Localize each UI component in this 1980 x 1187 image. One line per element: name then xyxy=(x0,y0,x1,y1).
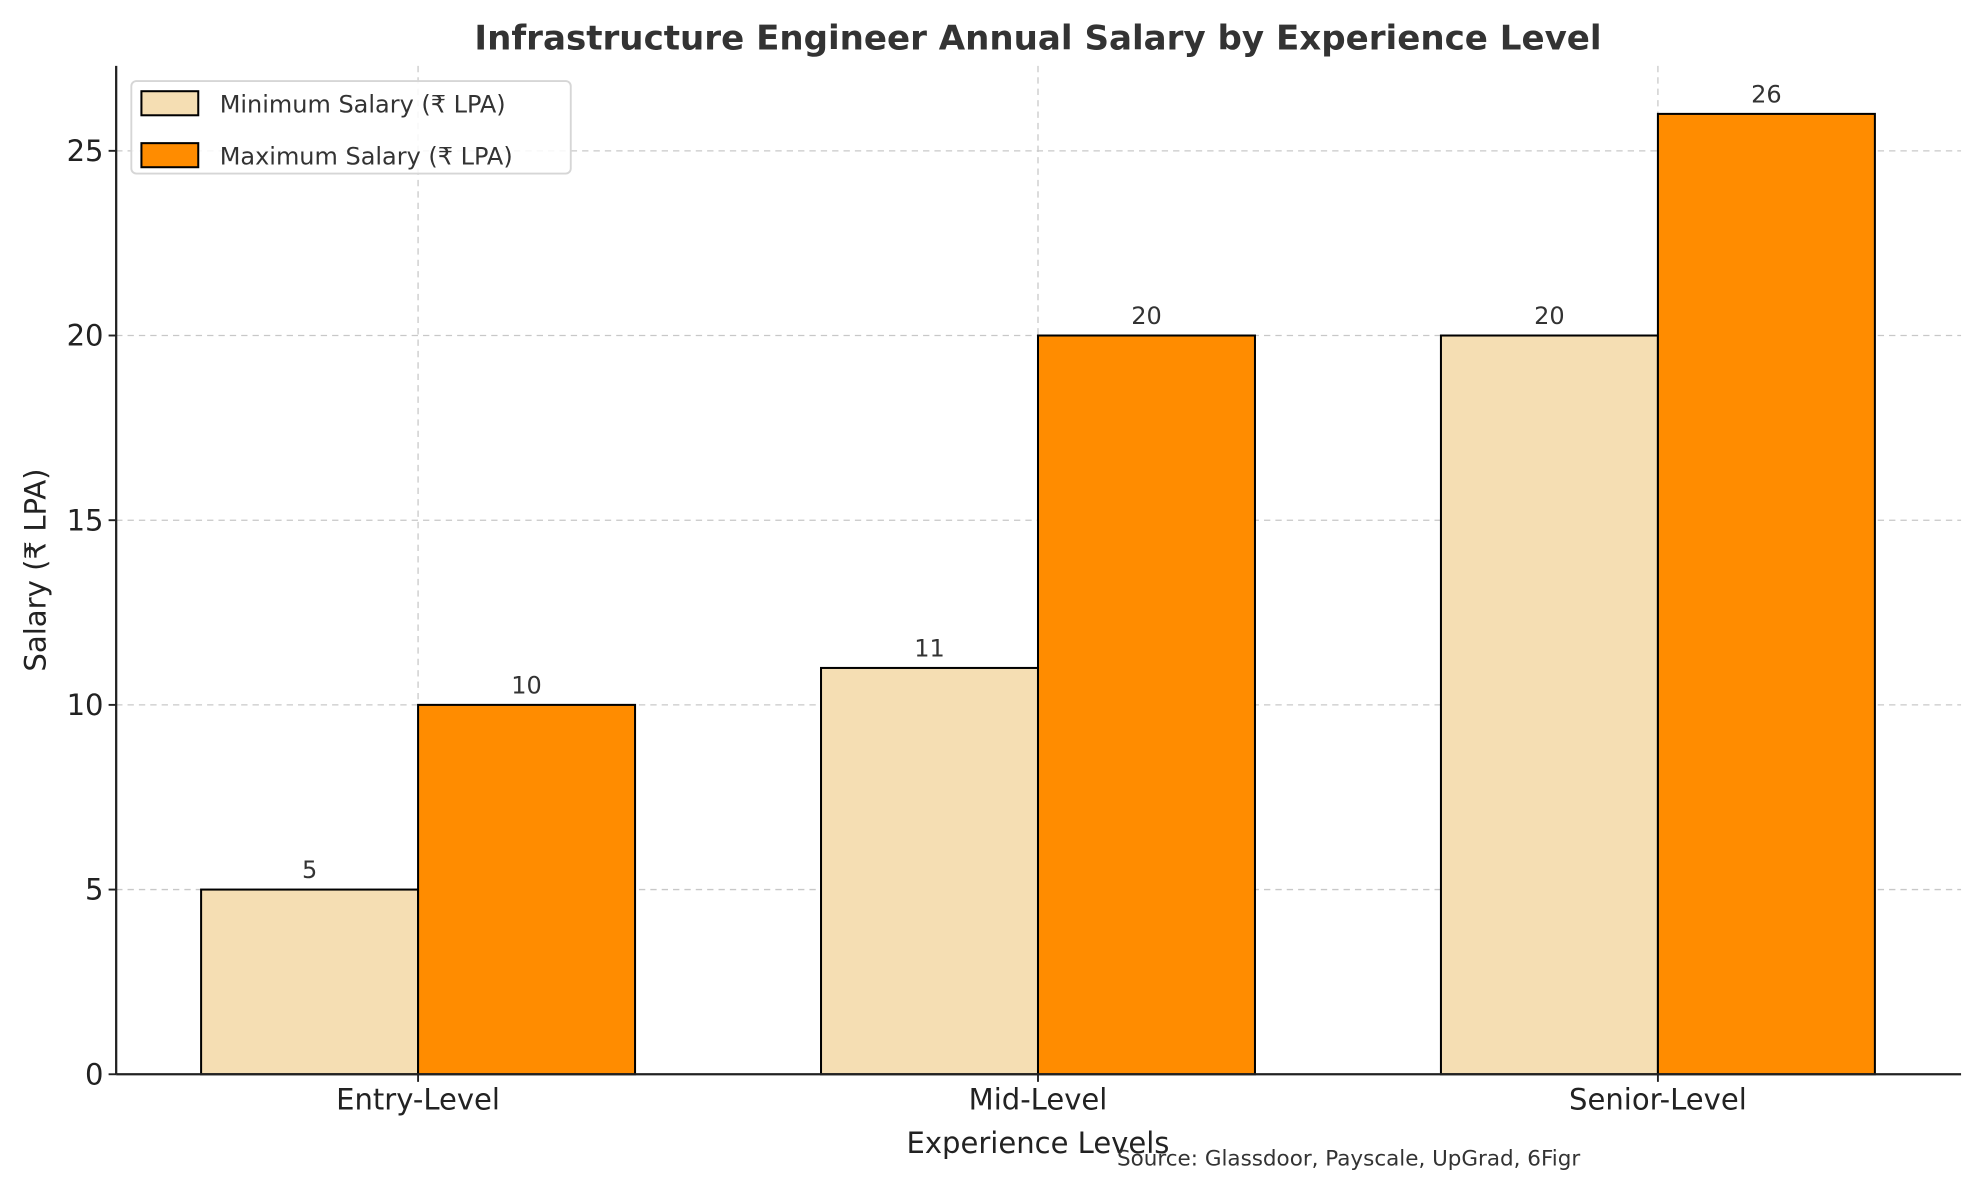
data-label: 5 xyxy=(302,856,317,884)
y-tick-label: 5 xyxy=(85,873,103,907)
bar xyxy=(1656,112,1876,1076)
axes: 0 5 10 15 20 25 Entry-Level Mid-Level Senior-Lev… xyxy=(67,65,1962,1117)
y-tick-label: 0 xyxy=(85,1057,103,1091)
y-tick-label: 25 xyxy=(67,134,104,168)
bars: 5 11 20 10 20 26 xyxy=(200,80,1876,1076)
data-label: 26 xyxy=(1751,80,1782,108)
data-label: 11 xyxy=(914,635,945,663)
x-axis-label: Experience Levels xyxy=(907,1126,1170,1160)
x-tick-label: Senior-Level xyxy=(1569,1083,1747,1117)
legend-label: Maximum Salary (₹ LPA) xyxy=(220,143,513,171)
y-tick-label: 10 xyxy=(67,688,104,722)
bar xyxy=(1036,334,1256,1076)
bar xyxy=(417,703,637,1076)
chart-title: Infrastructure Engineer Annual Salary by… xyxy=(474,18,1601,58)
data-label: 20 xyxy=(1131,302,1162,330)
y-tick-label: 20 xyxy=(67,319,104,353)
y-tick-label: 15 xyxy=(67,503,104,537)
source-annotation: Source: Glassdoor, Payscale, UpGrad, 6Fi… xyxy=(1117,1146,1580,1171)
data-label: 10 xyxy=(511,671,542,699)
bar xyxy=(200,888,420,1076)
legend-swatch xyxy=(140,90,200,117)
legend: Minimum Salary (₹ LPA) Maximum Salary (₹ … xyxy=(130,80,572,175)
data-label: 20 xyxy=(1534,302,1565,330)
y-axis-label: Salary (₹ LPA) xyxy=(19,469,53,672)
legend-box xyxy=(130,80,572,175)
x-tick-label: Mid-Level xyxy=(969,1083,1108,1117)
x-tick-label: Entry-Level xyxy=(336,1083,500,1117)
legend-swatch xyxy=(140,142,200,169)
legend-label: Minimum Salary (₹ LPA) xyxy=(220,91,506,119)
bar xyxy=(1439,334,1659,1076)
bar xyxy=(820,666,1040,1076)
